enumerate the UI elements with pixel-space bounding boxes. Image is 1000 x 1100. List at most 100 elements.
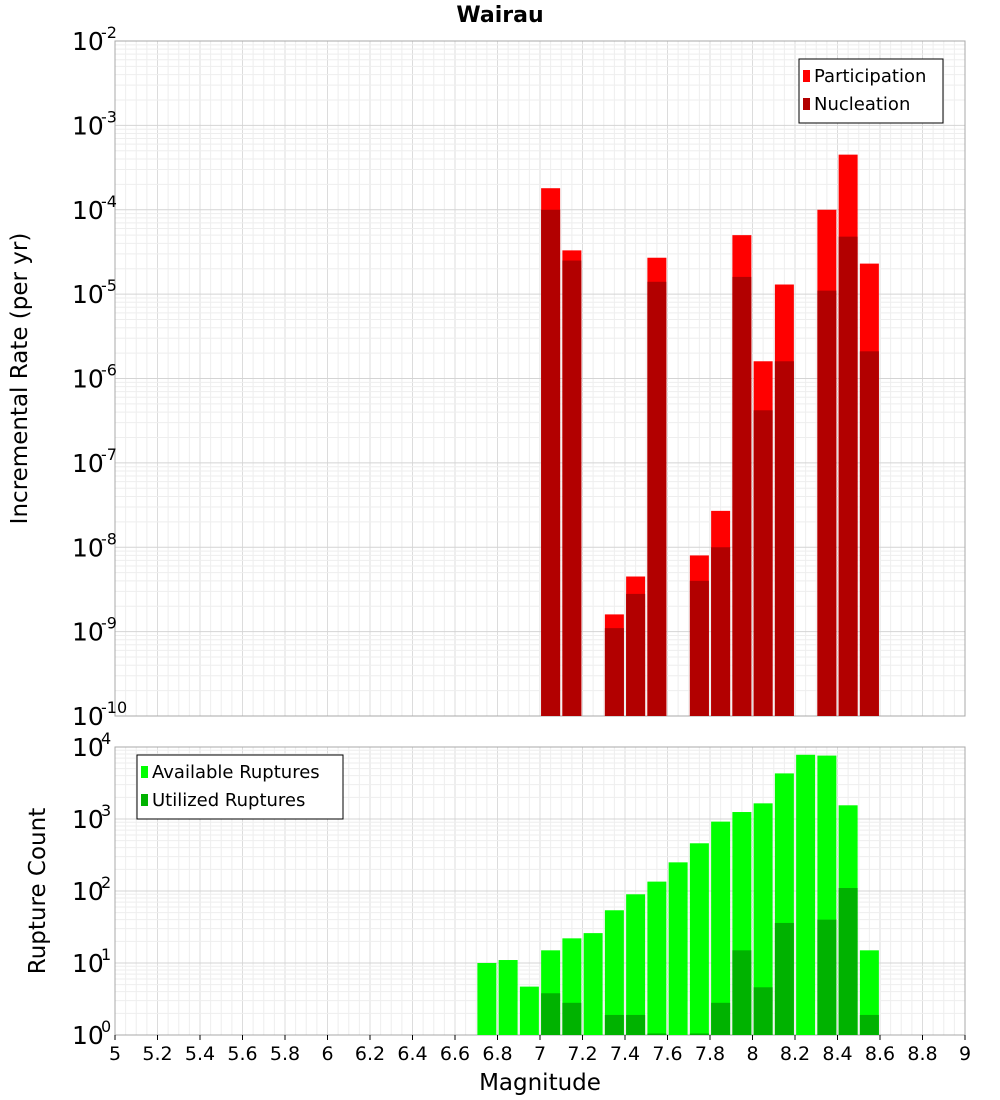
rate-bar-nucleation <box>689 580 709 716</box>
y-tick-label: 10-4 <box>72 192 117 225</box>
x-tick-label: 5.4 <box>185 1043 215 1065</box>
x-tick-label: 8.8 <box>907 1043 937 1065</box>
y-tick-label: 10-10 <box>72 698 127 731</box>
y-tick-label: 102 <box>72 873 111 906</box>
x-tick-label: 6.6 <box>440 1043 470 1065</box>
rupture-bar-utilized-ruptures <box>689 1033 709 1035</box>
rupture-bar-utilized-ruptures <box>859 1014 879 1035</box>
x-tick-label: 8.2 <box>780 1043 810 1065</box>
x-axis-label: Magnitude <box>479 1070 601 1096</box>
bottom-y-axis-label: Rupture Count <box>25 808 51 974</box>
rate-bar-nucleation <box>562 260 582 716</box>
x-tick-label: 6.8 <box>482 1043 512 1065</box>
x-tick-label: 7.2 <box>567 1043 597 1065</box>
top-grid <box>114 41 966 717</box>
rupture-bar-utilized-ruptures <box>647 1033 667 1035</box>
rate-bar-nucleation <box>711 547 731 716</box>
rupture-bar-available-ruptures <box>753 803 773 1035</box>
svg-text:10: 10 <box>72 196 104 225</box>
rupture-bar-available-ruptures <box>711 821 731 1035</box>
bottom-legend-swatch <box>141 794 148 806</box>
top-y-axis-label: Incremental Rate (per yr) <box>7 233 33 525</box>
rate-bar-nucleation <box>732 276 752 716</box>
rupture-bar-available-ruptures <box>668 862 688 1035</box>
y-tick-label: 100 <box>72 1017 111 1050</box>
rupture-bar-available-ruptures <box>604 910 624 1035</box>
rupture-bar-utilized-ruptures <box>753 987 773 1035</box>
y-tick-label: 10-2 <box>72 23 117 56</box>
svg-text:10: 10 <box>72 949 104 978</box>
y-tick-label: 10-3 <box>72 107 117 140</box>
svg-text:10: 10 <box>72 280 104 309</box>
chart-title: Wairau <box>456 3 543 28</box>
rupture-bar-available-ruptures <box>859 950 879 1035</box>
rate-bar-nucleation <box>817 290 837 716</box>
bottom-legend-label: Available Ruptures <box>152 762 320 783</box>
svg-text:4: 4 <box>101 729 111 748</box>
top-legend-box <box>798 58 944 124</box>
svg-text:10: 10 <box>72 449 104 478</box>
svg-text:-8: -8 <box>101 529 117 548</box>
rupture-bar-utilized-ruptures <box>562 1002 582 1035</box>
rate-bar-nucleation <box>859 351 879 716</box>
bottom-legend: Available Ruptures Utilized Ruptures <box>136 754 344 820</box>
rupture-bar-available-ruptures <box>498 960 518 1035</box>
svg-text:-10: -10 <box>101 698 127 717</box>
x-tick-label: 9 <box>959 1043 971 1065</box>
y-tick-label: 101 <box>72 945 111 978</box>
rate-bar-nucleation <box>541 209 561 716</box>
x-tick-label: 8.4 <box>822 1043 852 1065</box>
x-tick-label: 5 <box>109 1043 121 1065</box>
top-legend-label: Nucleation <box>814 94 910 115</box>
x-tick-label: 6.2 <box>355 1043 385 1065</box>
svg-text:-6: -6 <box>101 361 117 380</box>
y-tick-label: 104 <box>72 729 111 762</box>
x-tick-label: 5.2 <box>142 1043 172 1065</box>
svg-text:10: 10 <box>72 805 104 834</box>
top-plot-frame <box>114 40 966 717</box>
x-tick-label: 5.6 <box>227 1043 257 1065</box>
svg-text:10: 10 <box>72 618 104 647</box>
rupture-bar-available-ruptures <box>689 843 709 1035</box>
svg-text:10: 10 <box>72 733 104 762</box>
x-tick-label: 7.6 <box>652 1043 682 1065</box>
x-ticks: 5 5.2 5.4 5.6 5.8 6 6.2 6.4 6.6 6.8 7 7.2 7.4 7.6 7.8 8… <box>109 1035 971 1065</box>
svg-text:-7: -7 <box>101 445 117 464</box>
rupture-bar-available-ruptures <box>477 963 497 1035</box>
x-tick-label: 6.4 <box>397 1043 427 1065</box>
svg-text:10: 10 <box>72 111 104 140</box>
svg-text:0: 0 <box>101 1017 111 1036</box>
top-legend-swatch <box>803 70 810 82</box>
bottom-legend-label: Utilized Ruptures <box>152 790 305 811</box>
svg-text:10: 10 <box>72 27 104 56</box>
bottom-legend-box <box>136 754 344 820</box>
rate-bar-nucleation <box>626 593 646 716</box>
top-bars <box>541 154 879 717</box>
rupture-bar-available-ruptures <box>796 754 816 1035</box>
svg-text:-2: -2 <box>101 23 117 42</box>
rate-bar-nucleation <box>753 410 773 716</box>
x-tick-label: 7.4 <box>610 1043 640 1065</box>
bottom-bars <box>477 754 879 1035</box>
rupture-bar-utilized-ruptures <box>541 993 561 1035</box>
top-legend-swatch <box>803 98 810 110</box>
svg-text:10: 10 <box>72 1021 104 1050</box>
top-legend: Participation Nucleation <box>798 58 944 124</box>
y-tick-label: 10-5 <box>72 276 117 309</box>
svg-text:10: 10 <box>72 702 104 731</box>
svg-text:2: 2 <box>101 873 111 892</box>
svg-text:10: 10 <box>72 365 104 394</box>
x-tick-label: 7 <box>534 1043 546 1065</box>
x-tick-label: 7.8 <box>695 1043 725 1065</box>
svg-text:-9: -9 <box>101 614 117 633</box>
rupture-bar-utilized-ruptures <box>711 1002 731 1035</box>
svg-text:-5: -5 <box>101 276 117 295</box>
rate-bar-nucleation <box>774 361 794 716</box>
x-tick-label: 8 <box>746 1043 758 1065</box>
bottom-legend-swatch <box>141 766 148 778</box>
svg-text:10: 10 <box>72 533 104 562</box>
